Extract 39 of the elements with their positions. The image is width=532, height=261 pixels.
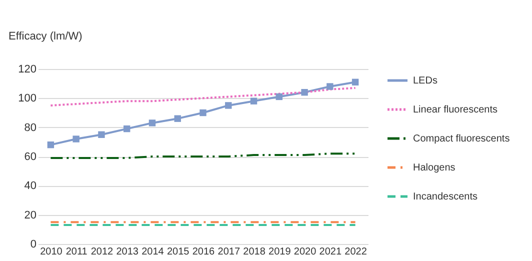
x-tick-label: 2018	[243, 246, 266, 258]
point	[225, 102, 232, 109]
legend-label: Linear fluorescents	[413, 104, 498, 116]
y-tick-label: 100	[18, 92, 36, 105]
point	[123, 125, 130, 132]
y-tick-label: 80	[24, 122, 36, 134]
point	[200, 109, 206, 116]
point	[98, 131, 105, 138]
point	[276, 93, 283, 100]
point	[352, 78, 359, 86]
point	[301, 88, 308, 96]
x-tick-label: 2019	[268, 246, 292, 258]
x-tick-label: 2017	[218, 246, 240, 258]
y-tick-label: 40	[24, 180, 36, 192]
legend-label: Incandescents	[413, 192, 478, 202]
point	[174, 115, 181, 122]
point	[326, 83, 334, 90]
x-tick-label: 2012	[90, 246, 114, 258]
point	[72, 136, 80, 142]
x-tick-label: 2010	[40, 246, 63, 258]
y-tick-label: 0	[30, 238, 36, 250]
y-tick-label: 120	[18, 64, 36, 76]
point	[47, 141, 54, 148]
legend-label: Halogens	[413, 162, 456, 174]
x-tick-label: 2014	[142, 246, 164, 258]
point	[148, 120, 156, 126]
y-axis-title: Efficacy (lm/W)	[8, 30, 82, 42]
x-tick-label: 2011	[66, 246, 88, 258]
legend-label: LEDs	[413, 76, 438, 86]
x-tick-label: 2022	[344, 246, 368, 258]
x-tick-label: 2015	[166, 246, 190, 258]
x-tick-label: 2021	[319, 246, 342, 258]
x-tick-label: 2020	[294, 246, 317, 258]
legend-label: Compact fluorescents	[413, 134, 510, 144]
x-tick-label: 2013	[116, 246, 139, 258]
y-tick-label: 60	[24, 151, 36, 163]
point	[250, 98, 258, 104]
y-tick-label: 20	[24, 209, 36, 222]
x-tick-label: 2016	[192, 246, 216, 258]
